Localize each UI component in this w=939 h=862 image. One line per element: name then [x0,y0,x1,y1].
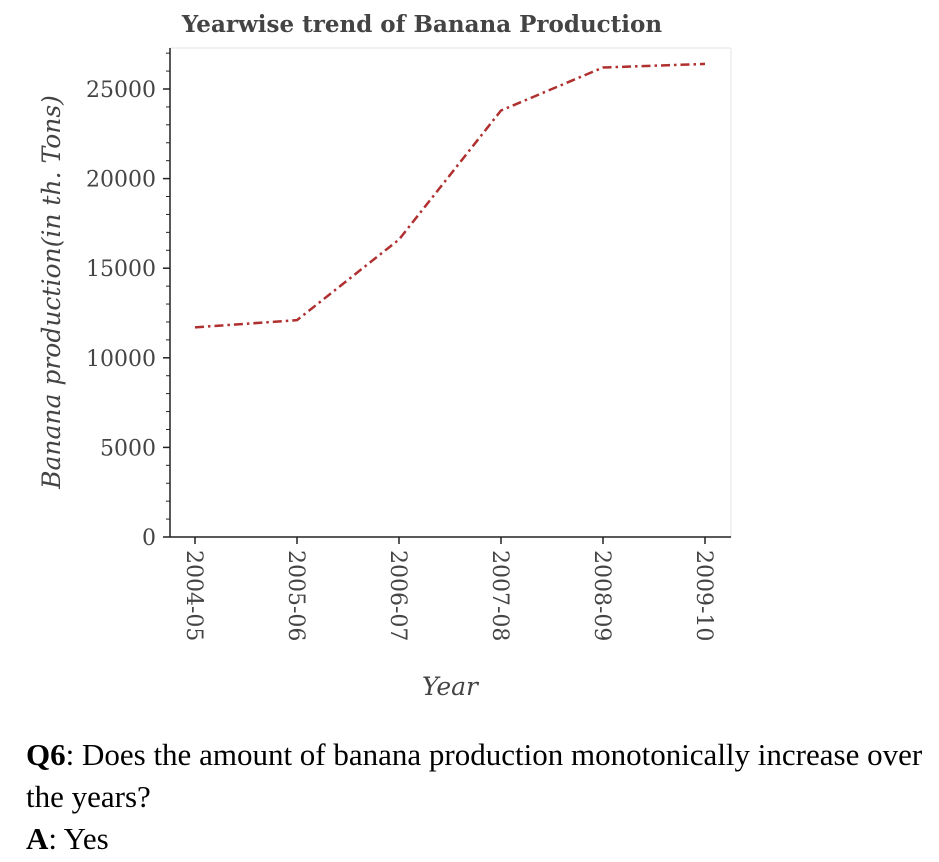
series-line [194,62,706,329]
question-body: : Does the amount of banana production m… [26,737,923,814]
y-tick-label: 20000 [86,168,156,193]
x-tick-label: 2006-07 [385,550,410,641]
answer-text: A: Yes [26,818,109,860]
y-tick-label: 0 [142,526,156,551]
question-label: Q6 [26,737,66,772]
y-tick-label: 10000 [86,347,156,372]
series-line-group [194,62,706,329]
x-tick-label: 2008-09 [589,550,614,641]
x-axis: 2004-05 2005-06 2006-07 2007-08 2008-09 2009-… [181,537,716,641]
x-tick-label: 2007-08 [487,550,512,641]
x-axis-label: Year [422,672,480,701]
plot-area [169,47,732,538]
x-tick-label: 2005-06 [283,550,308,641]
x-tick-label: 2009-10 [691,550,716,641]
line-chart: Yearwise trend of Banana Production 0 500… [37,11,732,701]
answer-label: A [26,821,49,856]
chart-title: Yearwise trend of Banana Production [181,11,662,38]
y-axis: 0 5000 10000 15000 20000 25000 [86,52,170,551]
question-text: Q6: Does the amount of banana production… [26,734,931,818]
y-tick-label: 25000 [86,78,156,103]
x-tick-label: 2004-05 [181,550,206,641]
y-tick-label: 5000 [100,436,156,461]
y-tick-label: 15000 [86,257,156,282]
answer-body: : Yes [48,821,109,856]
y-axis-label: Banana production(in th. Tons) [37,95,66,490]
